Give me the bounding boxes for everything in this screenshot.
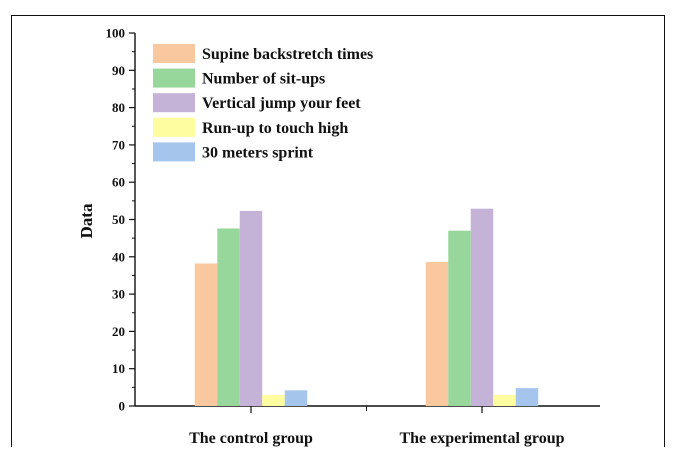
y-tick-label: 100 bbox=[106, 26, 126, 41]
y-tick-label: 10 bbox=[112, 361, 125, 376]
x-tick-label: The experimental group bbox=[399, 430, 564, 447]
y-tick-label: 70 bbox=[112, 137, 125, 152]
y-axis-title: Data bbox=[77, 203, 96, 238]
y-tick-label: 30 bbox=[112, 287, 125, 302]
bar bbox=[284, 390, 308, 406]
bar bbox=[515, 388, 539, 406]
y-tick-label: 20 bbox=[112, 324, 125, 339]
legend-label: Number of sit-ups bbox=[202, 71, 325, 88]
bar bbox=[194, 263, 218, 406]
y-tick-label: 90 bbox=[112, 63, 125, 78]
chart-axes: 0 10 20 30 40 50 60 70 80 90 100 The control group T… bbox=[106, 26, 600, 447]
bar bbox=[262, 394, 285, 406]
legend-swatch bbox=[153, 142, 195, 162]
chart-legend: Supine backstretch times Number of sit-up… bbox=[153, 44, 373, 162]
legend-swatch bbox=[153, 44, 195, 63]
y-tick-label: 0 bbox=[119, 399, 126, 414]
y-tick-label: 50 bbox=[112, 212, 125, 227]
y-tick-label: 80 bbox=[112, 100, 125, 115]
x-tick-label: The control group bbox=[189, 430, 313, 447]
legend-swatch bbox=[153, 68, 195, 88]
legend-label: 30 meters sprint bbox=[202, 144, 314, 161]
legend-swatch bbox=[153, 117, 195, 137]
figure-frame bbox=[11, 15, 665, 447]
bar bbox=[217, 228, 240, 406]
y-tick-label: 60 bbox=[112, 175, 125, 190]
legend-swatch bbox=[153, 93, 195, 113]
legend-label: Run-up to touch high bbox=[202, 120, 348, 137]
bar bbox=[470, 208, 494, 406]
legend-label: Vertical jump your feet bbox=[202, 95, 361, 112]
bar bbox=[425, 262, 449, 406]
bar bbox=[239, 210, 263, 406]
bar bbox=[448, 230, 471, 406]
legend-label: Supine backstretch times bbox=[202, 46, 373, 63]
y-tick-label: 40 bbox=[112, 249, 125, 264]
chart-bars bbox=[194, 208, 539, 406]
bar bbox=[493, 394, 516, 406]
